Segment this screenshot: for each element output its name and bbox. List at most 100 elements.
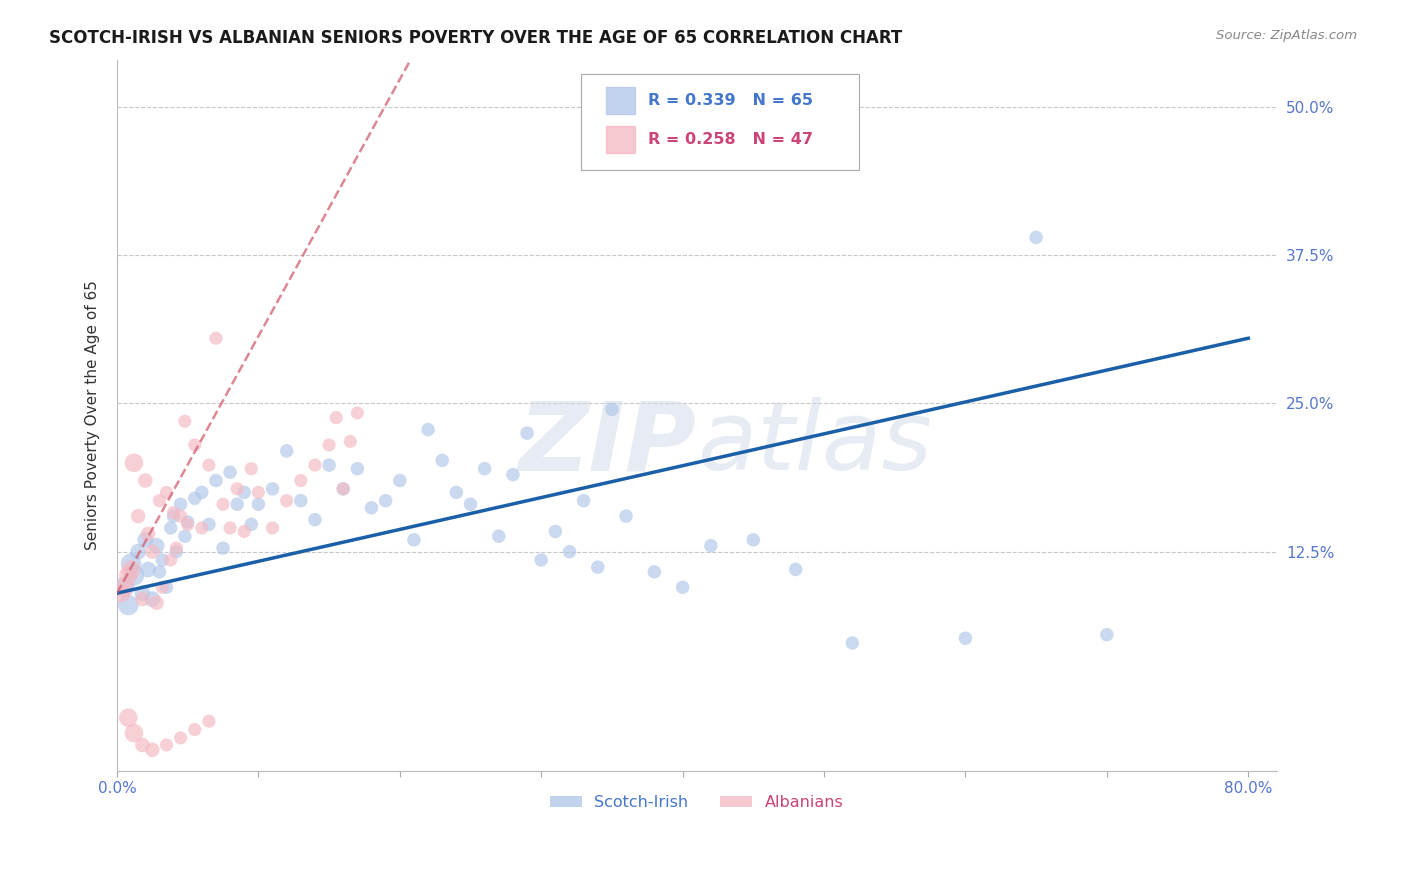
Point xyxy=(198,458,221,472)
Point xyxy=(127,509,149,524)
Point xyxy=(184,438,207,452)
Point xyxy=(339,434,361,449)
Point xyxy=(120,562,142,576)
Point xyxy=(141,742,163,756)
Point xyxy=(205,474,228,488)
Point xyxy=(1025,230,1047,244)
Bar xyxy=(606,126,636,153)
Point xyxy=(162,509,184,524)
Point xyxy=(318,458,340,472)
Point xyxy=(785,562,807,576)
Text: Source: ZipAtlas.com: Source: ZipAtlas.com xyxy=(1216,29,1357,42)
Point xyxy=(176,517,198,532)
Point xyxy=(169,497,191,511)
Point xyxy=(219,521,242,535)
Point xyxy=(131,592,153,607)
Point xyxy=(474,461,496,475)
Point xyxy=(127,544,149,558)
Point xyxy=(165,541,187,555)
Point xyxy=(162,506,184,520)
Point xyxy=(212,497,235,511)
Point xyxy=(572,493,595,508)
Point xyxy=(184,491,207,506)
Text: ZIP: ZIP xyxy=(519,397,697,491)
Point xyxy=(141,544,163,558)
Point xyxy=(112,580,135,594)
Point xyxy=(131,586,153,600)
Point xyxy=(226,497,249,511)
Point xyxy=(112,580,135,594)
Point xyxy=(1095,628,1118,642)
Point xyxy=(643,118,665,132)
Point xyxy=(346,461,368,475)
Legend: Scotch-Irish, Albanians: Scotch-Irish, Albanians xyxy=(543,789,851,816)
Point xyxy=(360,500,382,515)
Point xyxy=(173,529,195,543)
Point xyxy=(117,711,139,725)
Text: R = 0.339   N = 65: R = 0.339 N = 65 xyxy=(648,94,813,108)
Point xyxy=(169,509,191,524)
Point xyxy=(176,515,198,529)
Point xyxy=(502,467,524,482)
Point xyxy=(446,485,468,500)
Point xyxy=(219,465,242,479)
Point xyxy=(325,410,347,425)
Point xyxy=(432,453,454,467)
Point xyxy=(586,560,609,574)
Point xyxy=(247,485,270,500)
Point xyxy=(530,553,553,567)
Point xyxy=(141,592,163,607)
FancyBboxPatch shape xyxy=(581,74,859,169)
Point xyxy=(488,529,510,543)
Point xyxy=(134,474,156,488)
Y-axis label: Seniors Poverty Over the Age of 65: Seniors Poverty Over the Age of 65 xyxy=(86,280,100,550)
Point xyxy=(600,402,623,417)
Point xyxy=(155,738,177,752)
Point xyxy=(955,632,977,646)
Point xyxy=(226,482,249,496)
Point xyxy=(117,568,139,582)
Point xyxy=(159,553,181,567)
Point xyxy=(233,485,256,500)
Point xyxy=(388,474,411,488)
Point xyxy=(159,521,181,535)
Point xyxy=(173,414,195,428)
Point xyxy=(290,474,312,488)
Point xyxy=(318,438,340,452)
Point xyxy=(145,596,167,610)
Point xyxy=(134,533,156,547)
Point xyxy=(233,524,256,539)
Point xyxy=(416,423,439,437)
Point xyxy=(643,565,665,579)
Point xyxy=(276,443,298,458)
Point xyxy=(184,723,207,737)
Point xyxy=(205,331,228,345)
Point xyxy=(191,521,214,535)
Text: R = 0.258   N = 47: R = 0.258 N = 47 xyxy=(648,132,813,147)
Point xyxy=(304,513,326,527)
Point xyxy=(148,493,170,508)
Point xyxy=(841,636,863,650)
Point xyxy=(240,461,263,475)
Point xyxy=(122,568,145,582)
Point xyxy=(460,497,482,511)
Point xyxy=(332,482,354,496)
Point xyxy=(155,485,177,500)
Point xyxy=(346,406,368,420)
Point xyxy=(240,517,263,532)
Point xyxy=(136,562,159,576)
Point xyxy=(122,456,145,470)
Point xyxy=(374,493,396,508)
Point xyxy=(198,714,221,729)
Point xyxy=(671,580,693,594)
Point xyxy=(544,524,567,539)
Point xyxy=(742,533,765,547)
Point xyxy=(247,497,270,511)
Point xyxy=(191,485,214,500)
Text: atlas: atlas xyxy=(697,397,932,491)
Point xyxy=(110,586,132,600)
Point xyxy=(304,458,326,472)
Point xyxy=(700,539,723,553)
Point xyxy=(402,533,425,547)
Point xyxy=(262,521,284,535)
